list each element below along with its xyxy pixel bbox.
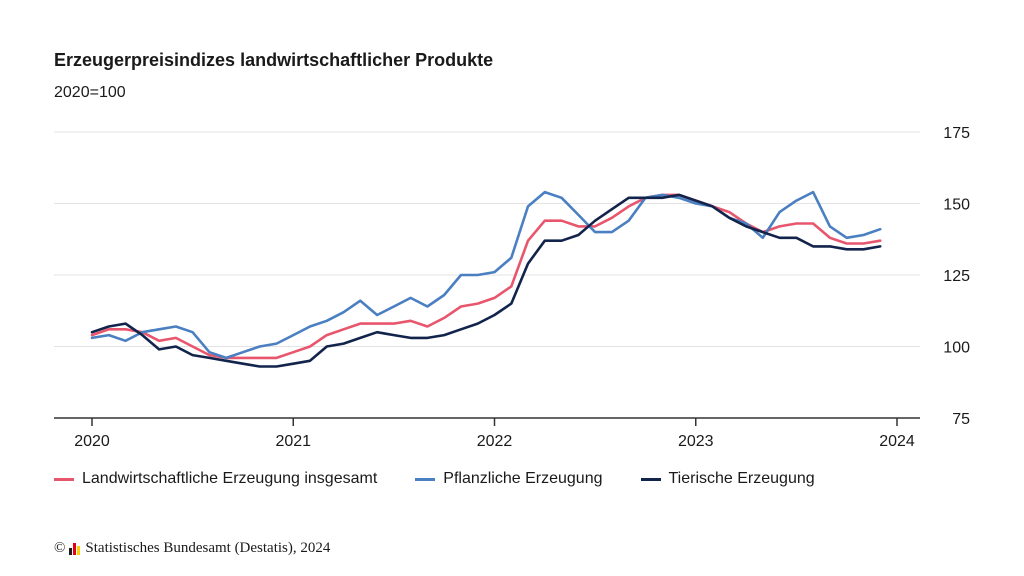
y-tick-label: 125 [943, 268, 970, 285]
line-chart: 75 100 125 150 175 2020 2021 2022 2023 2024 [54, 125, 970, 450]
series-line [90, 193, 882, 360]
logo-bar [77, 545, 81, 555]
source-credit: © Statistisches Bundesamt (Destatis), 20… [54, 540, 330, 557]
legend-swatch [54, 477, 74, 481]
series-line [90, 190, 882, 360]
y-tick-label: 175 [943, 125, 970, 142]
logo-bar [69, 547, 73, 555]
x-tick-label: 2022 [477, 433, 513, 450]
chart-title: Erzeugerpreisindizes landwirtschaftliche… [54, 50, 494, 70]
y-tick-label: 100 [943, 340, 970, 357]
legend-swatch [415, 477, 436, 481]
legend-item[interactable]: Pflanzliche Erzeugung [415, 470, 603, 488]
source-text: Statistisches Bundesamt (Destatis), 2024 [85, 540, 331, 556]
legend-swatch [640, 477, 661, 481]
y-tick-label: 75 [952, 411, 970, 428]
logo-bar [73, 542, 77, 555]
destatis-logo-icon [69, 542, 81, 555]
legend: Landwirtschaftliche Erzeugung insgesamt … [54, 470, 815, 488]
x-tick-label: 2023 [678, 433, 714, 450]
copyright-symbol: © [54, 540, 66, 556]
legend-label: Landwirtschaftliche Erzeugung insgesamt [82, 470, 378, 487]
legend-label: Pflanzliche Erzeugung [443, 470, 603, 487]
y-tick-label: 150 [943, 197, 970, 214]
series-line [90, 193, 882, 368]
x-tick-label: 2024 [879, 433, 915, 450]
x-tick-label: 2020 [74, 433, 110, 450]
legend-item[interactable]: Tierische Erzeugung [640, 470, 815, 488]
chart-subtitle: 2020=100 [54, 84, 126, 101]
legend-item[interactable]: Landwirtschaftliche Erzeugung insgesamt [54, 470, 377, 488]
x-tick-label: 2021 [275, 433, 311, 450]
legend-label: Tierische Erzeugung [668, 470, 815, 487]
